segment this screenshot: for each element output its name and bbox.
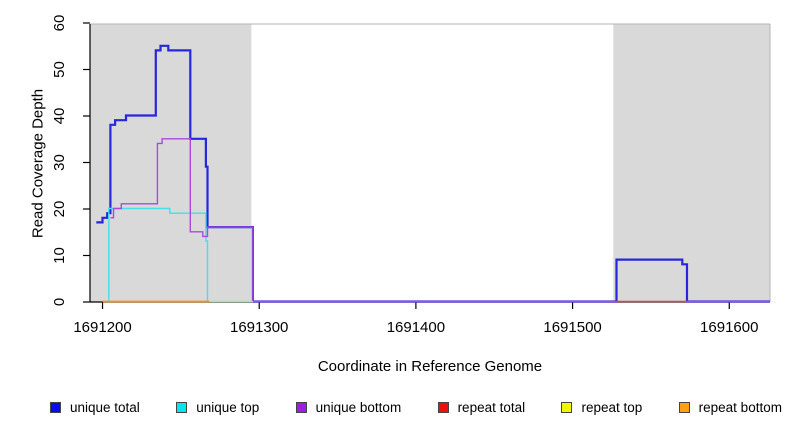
y-tick-label: 60 [51, 15, 68, 32]
y-axis-title: Read Coverage Depth [29, 88, 47, 239]
legend-swatch [295, 402, 307, 413]
y-tick-label: 0 [51, 298, 68, 306]
legend-item-unique-top: unique top [176, 400, 259, 415]
x-tick-label: 1691300 [230, 319, 288, 336]
legend-item-unique-total: unique total [50, 400, 140, 415]
legend-swatch [437, 402, 449, 413]
legend-swatch [50, 402, 61, 413]
legend-item-repeat-total: repeat total [437, 400, 526, 415]
legend-swatch [678, 402, 690, 413]
series-unique-bottom [110, 138, 615, 303]
x-tick-label: 1691400 [387, 319, 445, 336]
legend-item-repeat-top: repeat top [561, 400, 642, 415]
legend-label: repeat top [581, 400, 643, 415]
x-axis-title: Coordinate in Reference Genome [317, 358, 543, 375]
legend-item-repeat-bottom: repeat bottom [678, 400, 782, 415]
legend-swatch [561, 402, 573, 413]
legend-swatch [176, 402, 188, 413]
y-tick-label: 20 [51, 201, 68, 218]
y-tick-label: 10 [51, 247, 68, 264]
y-tick-label: 30 [51, 154, 68, 171]
legend-label: unique top [196, 400, 260, 415]
shaded-region-right [613, 24, 770, 302]
legend: unique total unique top unique bottom repea… [50, 400, 782, 415]
shaded-region-left [90, 24, 252, 302]
x-tick-label: 1691600 [700, 319, 758, 336]
legend-label: unique total [70, 400, 140, 415]
legend-label: repeat total [457, 400, 526, 415]
chart-canvas: 1691200 1691300 1691400 1691500 1691600 0 10 20… [51, 15, 771, 336]
x-tick-label: 1691500 [543, 319, 601, 336]
x-tick-label: 1691200 [73, 319, 131, 336]
legend-label: repeat bottom [698, 400, 782, 415]
y-tick-label: 40 [51, 108, 68, 125]
legend-label: unique bottom [315, 400, 402, 415]
series-unique-total [96, 44, 770, 303]
legend-item-unique-bottom: unique bottom [295, 400, 402, 415]
y-tick-label: 50 [51, 61, 68, 78]
